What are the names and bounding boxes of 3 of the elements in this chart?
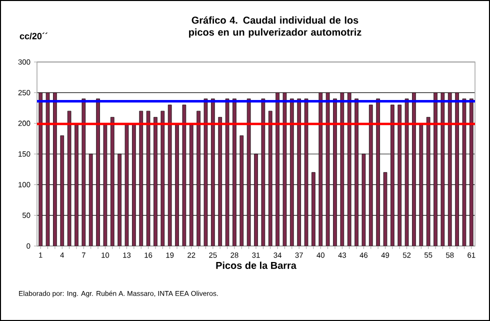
y-axis-title: cc/20´´: [20, 32, 48, 40]
chart-title: Gráfico 4. Caudal individual de los picos en un pulverizador automotriz: [189, 16, 362, 38]
x-axis-title: Picos de la Barra: [216, 262, 296, 269]
